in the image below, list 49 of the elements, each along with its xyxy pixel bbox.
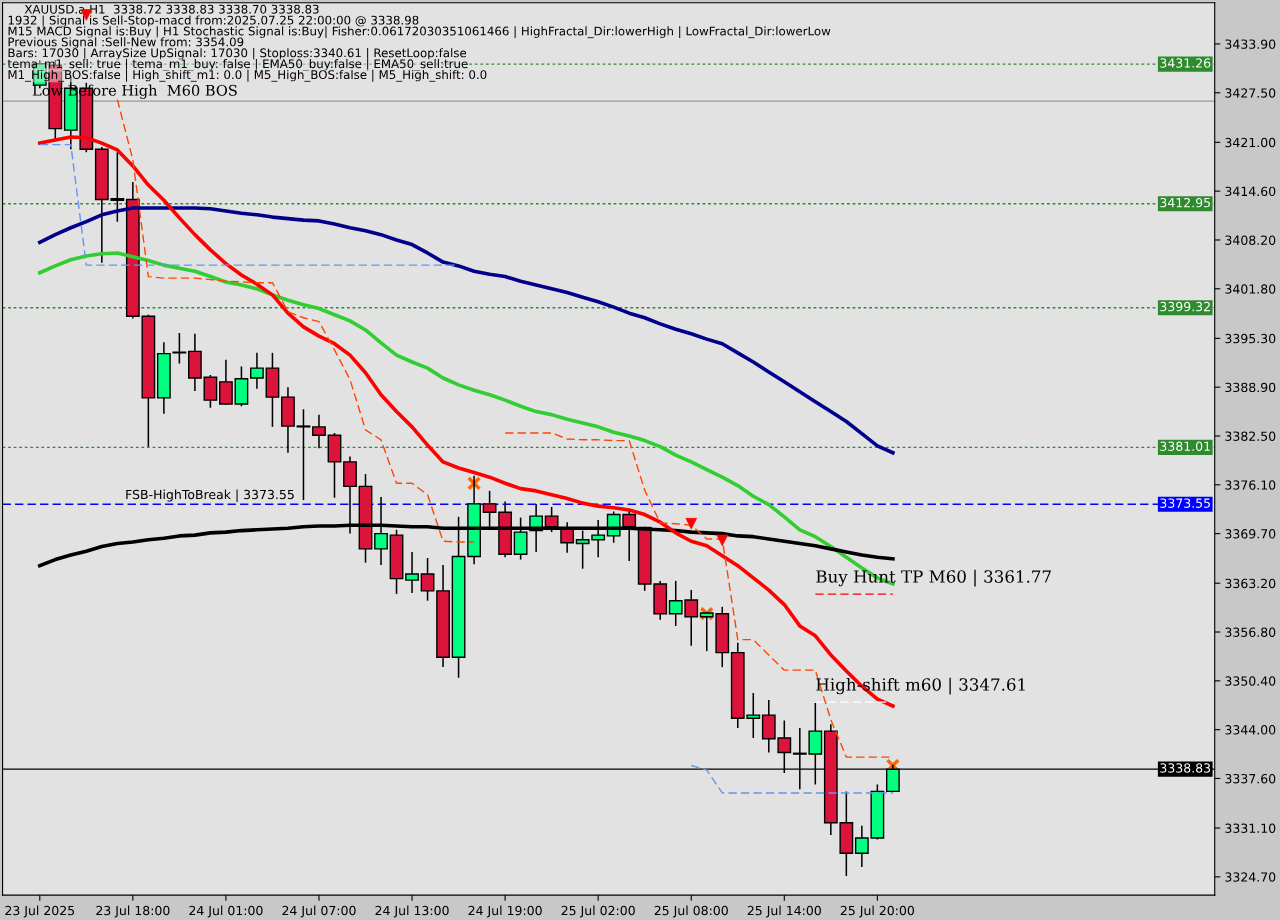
x-tick-label: 23 Jul 18:00 bbox=[96, 905, 170, 918]
ref-line-label: 3373.55 bbox=[1160, 498, 1210, 508]
x-tick-label: 24 Jul 19:00 bbox=[468, 905, 542, 918]
ref-line-label: 3381.01 bbox=[1160, 441, 1210, 451]
y-tick-label: 3376.10 bbox=[1225, 480, 1276, 490]
x-tick-label: 23 Jul 2025 bbox=[5, 905, 75, 918]
annotation: M1_High_BOS:false | High_shift_m1: 0.0 | M5_High_BOS:false | M5_High_shift: 0.0 bbox=[8, 69, 487, 82]
y-tick-label: 3421.00 bbox=[1225, 137, 1276, 148]
y-tick-label: 3344.00 bbox=[1225, 725, 1276, 735]
y-tick-label: 3363.20 bbox=[1225, 578, 1276, 589]
annotation: Bars: 17030 | ArraySize UpSignal: 17030 | Stoploss:3340.61 | ResetLoop:false bbox=[8, 48, 467, 60]
candlestick bbox=[219, 358, 233, 406]
y-tick-label: 3408.20 bbox=[1225, 235, 1276, 245]
candlestick bbox=[250, 352, 264, 390]
x-tick-label: 24 Jul 07:00 bbox=[282, 905, 356, 918]
y-tick-label: 3337.60 bbox=[1225, 773, 1276, 784]
y-tick-label: 3414.60 bbox=[1225, 186, 1276, 197]
y-tick-label: 3369.70 bbox=[1225, 529, 1276, 539]
x-tick-label: 25 Jul 08:00 bbox=[654, 905, 728, 918]
y-tick-label: 3382.50 bbox=[1225, 431, 1276, 441]
ref-line-label: 3412.95 bbox=[1160, 197, 1210, 208]
y-tick-label: 3427.50 bbox=[1225, 88, 1276, 98]
line-series bbox=[37, 251, 895, 586]
ref-line-label: 3399.32 bbox=[1160, 301, 1210, 312]
candlestick bbox=[203, 374, 218, 409]
x-tick-label: 25 Jul 02:00 bbox=[561, 905, 635, 918]
candlestick bbox=[296, 408, 311, 501]
y-tick-label: 3433.90 bbox=[1225, 39, 1276, 49]
x-tick-label: 25 Jul 14:00 bbox=[747, 905, 821, 918]
y-tick-label: 3401.80 bbox=[1225, 284, 1276, 294]
ref-line-label: 3431.26 bbox=[1160, 58, 1211, 68]
y-tick-label: 3331.10 bbox=[1225, 823, 1276, 833]
y-tick-label: 3395.30 bbox=[1225, 333, 1276, 344]
annotation: FSB-HighToBreak | 3373.55 bbox=[126, 489, 294, 502]
candlestick bbox=[405, 551, 419, 594]
chart-title: XAUUSD.a,H1 3338.72 3338.83 3338.70 3338.83 bbox=[24, 4, 319, 15]
ref-line-label: 3338.83 bbox=[1160, 763, 1211, 773]
y-tick-label: 3388.90 bbox=[1225, 382, 1276, 393]
candlestick bbox=[312, 413, 326, 449]
y-tick-label: 3356.80 bbox=[1225, 627, 1276, 637]
annotation: Previous Signal :Sell-New from: 3354.09 bbox=[8, 37, 244, 49]
y-tick-label: 3324.70 bbox=[1225, 872, 1276, 882]
x-tick-label: 25 Jul 20:00 bbox=[840, 905, 915, 918]
point bbox=[699, 606, 714, 621]
y-tick-label: 3350.40 bbox=[1225, 676, 1276, 686]
x-tick-label: 24 Jul 13:00 bbox=[375, 905, 449, 918]
candlestick bbox=[420, 557, 435, 602]
x-tick-label: 24 Jul 01:00 bbox=[189, 905, 263, 918]
line-series bbox=[37, 206, 895, 455]
